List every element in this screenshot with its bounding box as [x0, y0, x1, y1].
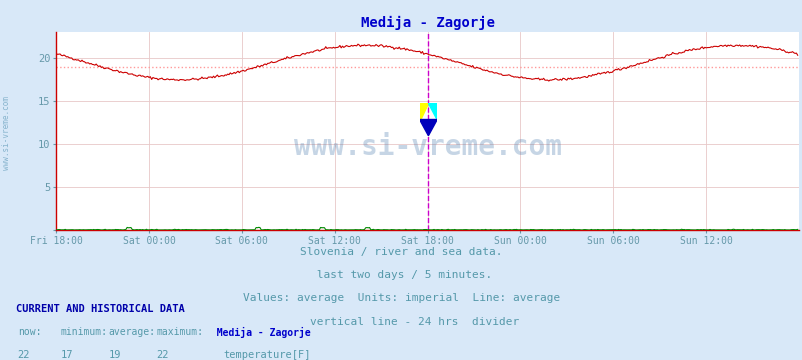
- Title: Medija - Zagorje: Medija - Zagorje: [360, 16, 494, 30]
- Text: last two days / 5 minutes.: last two days / 5 minutes.: [310, 270, 492, 280]
- Text: 19: 19: [108, 350, 121, 360]
- Polygon shape: [419, 120, 436, 136]
- Text: now:: now:: [18, 327, 41, 337]
- Text: average:: average:: [108, 327, 156, 337]
- Text: maximum:: maximum:: [156, 327, 204, 337]
- Text: vertical line - 24 hrs  divider: vertical line - 24 hrs divider: [283, 317, 519, 327]
- Polygon shape: [419, 103, 428, 120]
- Text: 22: 22: [156, 350, 169, 360]
- Text: temperature[F]: temperature[F]: [223, 350, 310, 360]
- Text: Slovenia / river and sea data.: Slovenia / river and sea data.: [300, 247, 502, 257]
- Text: Values: average  Units: imperial  Line: average: Values: average Units: imperial Line: av…: [242, 293, 560, 303]
- Text: CURRENT AND HISTORICAL DATA: CURRENT AND HISTORICAL DATA: [16, 304, 184, 314]
- Text: minimum:: minimum:: [60, 327, 107, 337]
- Text: Medija - Zagorje: Medija - Zagorje: [205, 327, 310, 338]
- Text: www.si-vreme.com: www.si-vreme.com: [2, 96, 11, 170]
- Polygon shape: [428, 103, 436, 120]
- Text: 17: 17: [60, 350, 73, 360]
- Text: www.si-vreme.com: www.si-vreme.com: [294, 133, 561, 161]
- Text: 22: 22: [18, 350, 30, 360]
